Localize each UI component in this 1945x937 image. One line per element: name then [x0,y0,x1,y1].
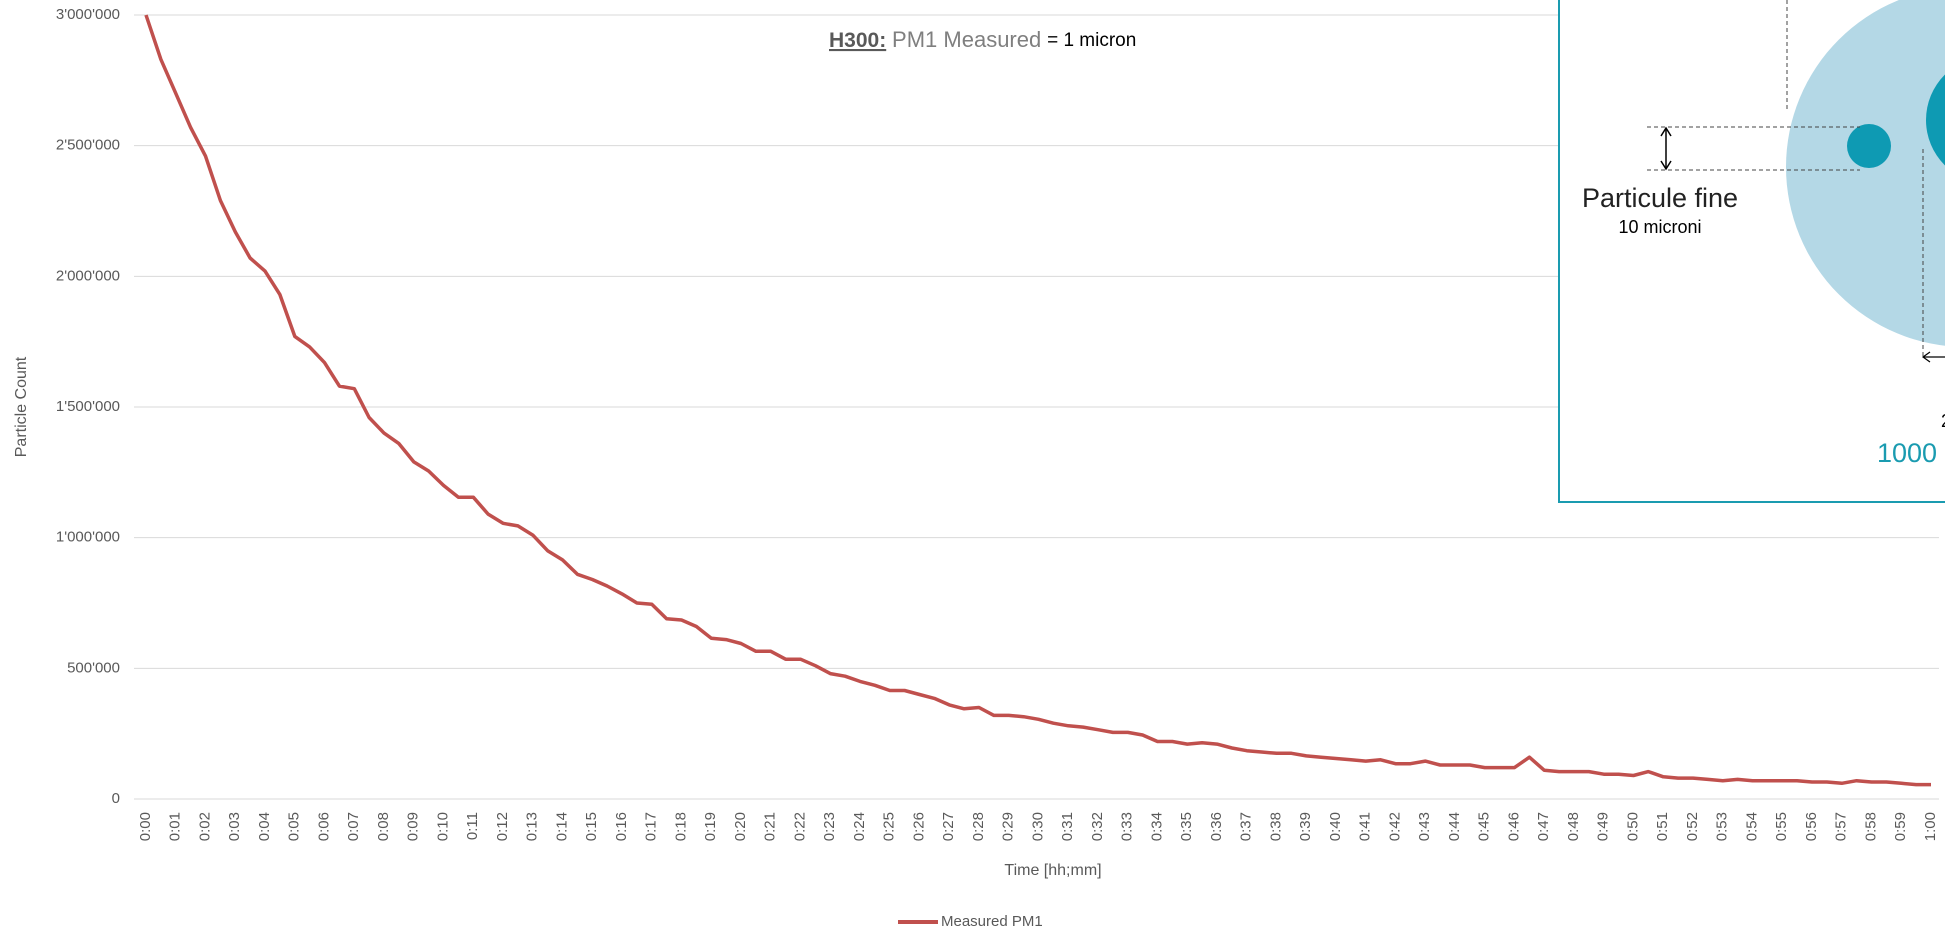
x-tick-label: 0:54 [1743,812,1760,841]
x-tick-label: 0:14 [553,812,570,841]
inset-diagram: Particule fine 10 microni 2 1000 [1559,0,1945,502]
x-tick-label: 0:42 [1386,812,1403,841]
x-tick-label: 0:47 [1535,812,1552,841]
x-tick-label: 0:11 [464,812,481,840]
x-tick-label: 0:19 [702,812,719,841]
chart: H300: PM1 Measured = 1 micron Time [hh;m… [0,0,1945,937]
x-tick-label: 0:26 [910,812,927,841]
y-tick-label: 2'000'000 [56,267,120,284]
x-tick-label: 0:31 [1059,812,1076,841]
x-tick-label: 0:06 [315,812,332,841]
title-main: PM1 Measured [892,27,1041,52]
x-axis-label: Time [hh;mm] [1004,862,1101,879]
x-tick-label: 0:33 [1119,812,1136,841]
x-tick-label: 0:01 [167,812,184,841]
y-tick-label: 500'000 [67,659,120,676]
x-tick-label: 0:17 [643,812,660,841]
x-tick-label: 0:28 [970,812,987,841]
x-tick-label: 0:15 [583,812,600,841]
title-model: H300: [829,29,886,52]
x-tick-label: 0:44 [1446,812,1463,841]
inset-sublabel: 10 microni [1618,217,1701,237]
x-tick-label: 0:37 [1238,812,1255,841]
x-tick-label: 0:30 [1029,812,1046,841]
y-tick-label: 1'000'000 [56,529,120,546]
x-tick-label: 0:34 [1148,812,1165,841]
x-tick-label: 0:21 [762,812,779,841]
x-tick-label: 0:56 [1803,812,1820,841]
x-tick-label: 0:16 [613,812,630,841]
x-tick-label: 0:03 [226,812,243,841]
x-tick-label: 0:55 [1773,812,1790,841]
inset-label: Particule fine [1582,183,1738,213]
x-tick-label: 0:22 [791,812,808,841]
x-tick-label: 0:48 [1565,812,1582,841]
x-tick-label: 0:46 [1505,812,1522,841]
x-tick-label: 0:00 [137,812,154,841]
chart-title: H300: PM1 Measured = 1 micron [829,27,1136,52]
inset-partial: 2 [1941,411,1945,431]
x-tick-label: 0:24 [851,812,868,841]
x-tick-label: 0:41 [1357,812,1374,841]
y-tick-label: 2'500'000 [56,137,120,154]
x-tick-label: 0:23 [821,812,838,841]
legend-label: Measured PM1 [941,913,1043,930]
x-tick-label: 0:12 [494,812,511,841]
x-tick-label: 0:25 [881,812,898,841]
title-unit: = 1 micron [1047,30,1136,51]
x-tick-label: 0:59 [1892,812,1909,841]
x-tick-label: 0:51 [1654,812,1671,841]
x-tick-label: 0:09 [405,812,422,841]
small-circle [1847,124,1891,168]
x-tick-label: 0:53 [1714,812,1731,841]
page: {"chart_data": {"type": "line", "title_p… [0,0,1945,937]
x-tick-label: 0:38 [1267,812,1284,841]
x-tick-label: 0:52 [1684,812,1701,841]
x-tick-label: 0:27 [940,812,957,841]
y-tick-label: 0 [112,790,120,807]
x-tick-label: 0:35 [1178,812,1195,841]
x-tick-label: 0:20 [732,812,749,841]
x-tick-label: 0:02 [196,812,213,841]
y-tick-label: 3'000'000 [56,6,120,23]
x-tick-label: 0:18 [672,812,689,841]
x-tick-label: 0:29 [1000,812,1017,841]
x-tick-label: 0:04 [256,812,273,841]
x-tick-label: 0:43 [1416,812,1433,841]
x-tick-label: 0:39 [1297,812,1314,841]
x-tick-label: 0:49 [1595,812,1612,841]
x-tick-label: 1:00 [1922,812,1939,841]
x-tick-label: 0:10 [434,812,451,841]
y-tick-label: 1'500'000 [56,398,120,415]
x-tick-label: 0:40 [1327,812,1344,841]
x-tick-label: 0:45 [1476,812,1493,841]
x-tick-label: 0:08 [375,812,392,841]
y-axis-label: Particle Count [13,356,30,457]
x-tick-label: 0:13 [524,812,541,841]
x-tick-label: 0:57 [1833,812,1850,841]
x-tick-label: 0:32 [1089,812,1106,841]
x-tick-label: 0:50 [1624,812,1641,841]
x-tick-label: 0:36 [1208,812,1225,841]
x-tick-label: 0:07 [345,812,362,841]
x-tick-label: 0:05 [286,812,303,841]
inset-partial: 1000 [1877,438,1937,468]
x-tick-label: 0:58 [1862,812,1879,841]
